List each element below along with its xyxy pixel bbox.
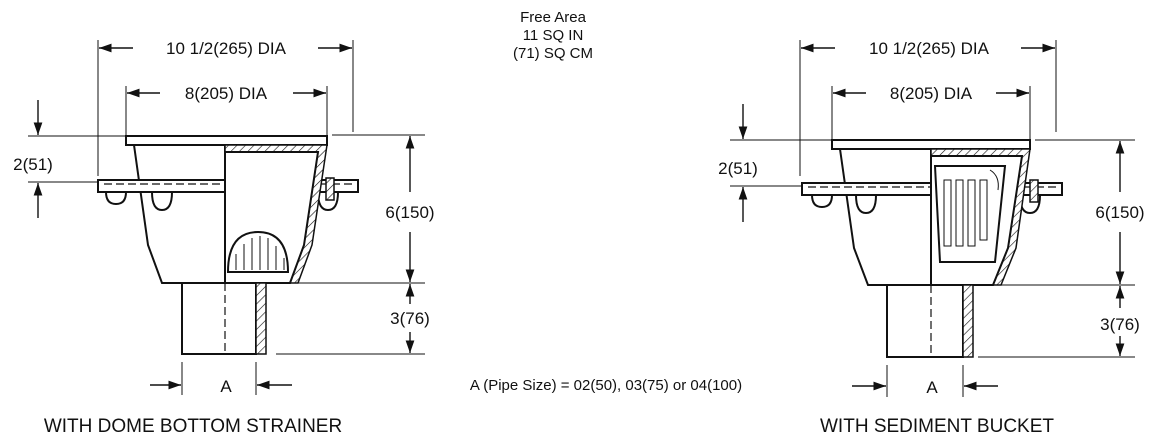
- right-pipe-size-dim: A: [852, 365, 998, 397]
- right-outlet-height-dim: 3(76): [978, 286, 1140, 358]
- right-inner-diameter-dim: 8(205) DIA: [831, 84, 1031, 140]
- right-pipe-label: A: [926, 378, 938, 397]
- right-outer-diameter-dim: 10 1/2(265) DIA: [799, 39, 1057, 176]
- left-flange-height-dim: 2(51): [13, 100, 126, 218]
- left-inner-diameter-label: 8(205) DIA: [185, 84, 268, 103]
- left-outer-diameter-dim: 10 1/2(265) DIA: [97, 39, 354, 176]
- right-caption: WITH SEDIMENT BUCKET: [820, 416, 1054, 437]
- right-outer-diameter-label: 10 1/2(265) DIA: [869, 39, 990, 58]
- left-inner-diameter-dim: 8(205) DIA: [125, 84, 328, 136]
- left-outlet-height-label: 3(76): [390, 309, 430, 328]
- right-inner-diameter-label: 8(205) DIA: [890, 84, 973, 103]
- right-body-height-label: 6(150): [1095, 203, 1144, 222]
- left-outlet-height-dim: 3(76): [276, 284, 430, 355]
- pipe-size-note: A (Pipe Size) = 02(50), 03(75) or 04(100…: [470, 377, 742, 394]
- free-area-line1: Free Area: [520, 9, 587, 26]
- right-flange-height-dim: 2(51): [718, 104, 832, 222]
- free-area-note: Free Area 11 SQ IN (71) SQ CM: [513, 9, 593, 62]
- left-drain: 10 1/2(265) DIA 8(205) DIA 2(51) 6(150): [13, 39, 434, 437]
- left-pipe-label: A: [220, 377, 232, 396]
- right-drain: 10 1/2(265) DIA 8(205) DIA 2(51) 6(150): [718, 39, 1144, 437]
- right-flange-height-label: 2(51): [718, 159, 758, 178]
- left-drain-body: [97, 135, 359, 355]
- left-outer-diameter-label: 10 1/2(265) DIA: [166, 39, 287, 58]
- left-flange-height-label: 2(51): [13, 155, 53, 174]
- free-area-line2: 11 SQ IN: [523, 27, 584, 44]
- right-outlet-height-label: 3(76): [1100, 315, 1140, 334]
- left-pipe-size-dim: A: [150, 362, 292, 396]
- left-caption: WITH DOME BOTTOM STRAINER: [44, 416, 342, 437]
- free-area-line3: (71) SQ CM: [513, 45, 593, 62]
- left-body-height-dim: 6(150): [298, 134, 435, 284]
- left-body-height-label: 6(150): [385, 203, 434, 222]
- right-body-height-dim: 6(150): [1000, 139, 1145, 286]
- right-drain-body: [801, 139, 1063, 358]
- right-sediment-bucket: [933, 165, 1007, 263]
- left-dome-strainer-ribs: [235, 236, 285, 270]
